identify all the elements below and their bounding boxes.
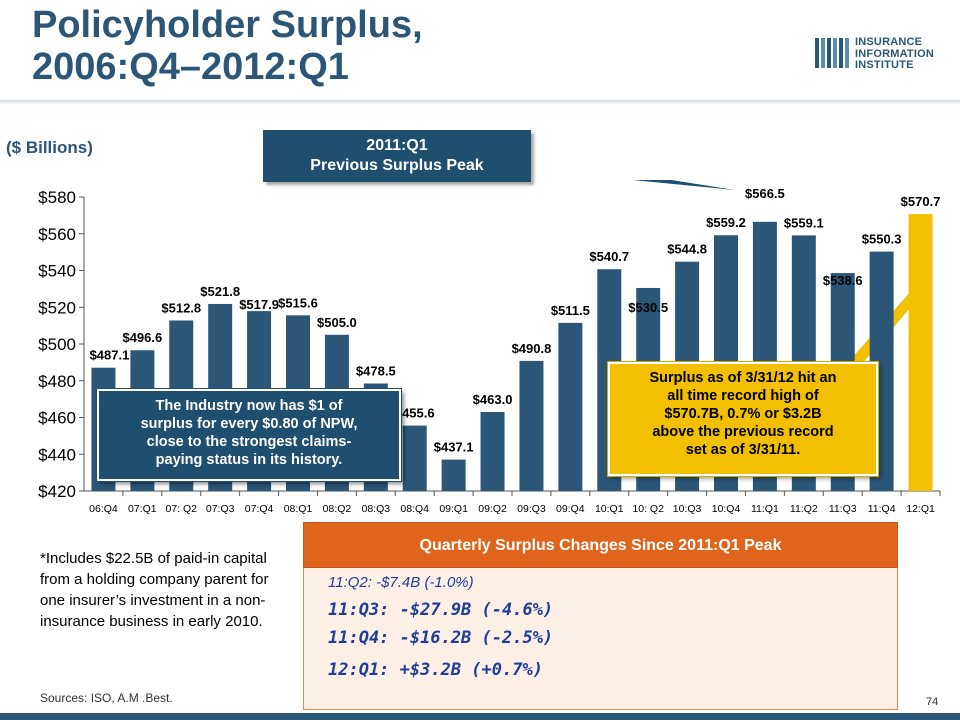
title-divider xyxy=(0,100,960,105)
data-label: $478.5 xyxy=(356,364,396,379)
data-label: $559.2 xyxy=(706,215,746,230)
data-label: $511.5 xyxy=(551,303,590,318)
data-label: $437.1 xyxy=(434,440,474,455)
data-label: $490.8 xyxy=(512,341,552,356)
page-title: Policyholder Surplus, 2006:Q4–2012:Q1 xyxy=(32,4,423,88)
logo-line: INSURANCE xyxy=(855,36,923,48)
x-tick-label: 10:Q1 xyxy=(595,503,624,515)
y-tick-label: $560 xyxy=(38,225,76,244)
change-item: 12:Q1: +$3.2B (+0.7%) xyxy=(328,660,543,680)
industry-callout: The Industry now has $1 of surplus for e… xyxy=(96,388,402,482)
title-line-1: Policyholder Surplus, xyxy=(32,4,423,46)
change-item: 11:Q3: -$27.9B (-4.6%) xyxy=(328,600,554,620)
y-tick-label: $520 xyxy=(38,298,76,317)
data-label: $544.8 xyxy=(667,242,707,257)
data-label: $463.0 xyxy=(473,392,513,407)
data-label: $550.3 xyxy=(862,232,902,247)
record-callout: Surplus as of 3/31/12 hit an all time re… xyxy=(607,361,879,477)
x-tick-label: 07:Q4 xyxy=(245,503,274,515)
y-tick-label: $580 xyxy=(38,188,76,207)
logo-mark-icon xyxy=(815,38,849,68)
data-label: $455.6 xyxy=(395,406,435,421)
bar xyxy=(558,322,583,491)
data-label: $512.8 xyxy=(161,300,201,315)
footnote: *Includes $22.5B of paid-in capital from… xyxy=(40,550,269,630)
data-label: $566.5 xyxy=(745,186,785,201)
peak-callout-line-2: Previous Surplus Peak xyxy=(310,157,484,174)
y-tick-label: $440 xyxy=(38,445,76,464)
record-callout-line: set as of 3/31/11. xyxy=(685,442,801,458)
bar xyxy=(908,214,933,491)
x-tick-label: 09:Q4 xyxy=(556,503,585,515)
bar xyxy=(519,360,544,491)
data-label: $517.9 xyxy=(239,297,279,312)
x-tick-label: 10:Q4 xyxy=(712,503,741,515)
bar xyxy=(480,411,505,491)
y-tick-label: $420 xyxy=(38,482,76,501)
data-label: $559.1 xyxy=(784,215,824,230)
industry-callout-line: close to the strongest claims- xyxy=(146,434,352,450)
industry-callout-line: The Industry now has $1 of xyxy=(155,398,343,414)
record-callout-line: Surplus as of 3/31/12 hit an xyxy=(649,370,837,386)
industry-callout-line: paying status in its history. xyxy=(155,452,343,468)
y-tick-label: $460 xyxy=(38,409,76,428)
change-item: 11:Q2: -$7.4B (-1.0%) xyxy=(328,574,474,591)
title-line-2: 2006:Q4–2012:Q1 xyxy=(32,46,349,88)
data-label: $540.7 xyxy=(589,249,629,264)
x-tick-label: 08:Q2 xyxy=(323,503,352,515)
page-number: 74 xyxy=(926,696,939,708)
x-tick-label: 06:Q4 xyxy=(89,503,118,515)
x-tick-label: 11:Q1 xyxy=(751,503,779,515)
x-tick-label: 08:Q3 xyxy=(362,503,391,515)
logo-text: INSURANCE INFORMATION INSTITUTE xyxy=(855,36,934,72)
x-tick-label: 09:Q2 xyxy=(478,503,507,515)
logo-line: INFORMATION xyxy=(855,47,934,60)
units-label: ($ Billions) xyxy=(6,138,93,157)
data-label: $505.0 xyxy=(317,315,357,330)
bar xyxy=(402,425,427,491)
record-callout-line: above the previous record xyxy=(652,424,834,440)
x-tick-label: 08:Q1 xyxy=(284,503,313,515)
data-label: $487.1 xyxy=(90,348,130,363)
data-label: $570.7 xyxy=(901,194,941,209)
x-tick-label: 11:Q3 xyxy=(829,503,857,515)
x-tick-label: 07: Q2 xyxy=(166,503,198,515)
peak-callout: 2011:Q1 Previous Surplus Peak xyxy=(263,130,531,182)
data-label: $521.8 xyxy=(200,284,240,299)
x-tick-label: 08:Q4 xyxy=(400,503,429,515)
x-tick-label: 11:Q4 xyxy=(868,503,896,515)
record-callout-line: all time record high of xyxy=(667,388,819,404)
data-label: $530.5 xyxy=(628,300,668,315)
x-tick-label: 07:Q3 xyxy=(206,503,235,515)
peak-callout-arrow xyxy=(632,180,735,190)
changes-panel: 11:Q2: -$7.4B (-1.0%) 11:Q3: -$27.9B (-4… xyxy=(303,568,898,710)
y-tick-label: $500 xyxy=(38,335,76,354)
industry-callout-line: surplus for every $0.80 of NPW, xyxy=(140,416,358,432)
change-item: 11:Q4: -$16.2B (-2.5%) xyxy=(328,628,554,648)
x-tick-label: 09:Q1 xyxy=(439,503,468,515)
x-tick-label: 10:Q3 xyxy=(673,503,702,515)
bottom-bar xyxy=(0,713,960,720)
iii-logo: INSURANCE INFORMATION INSTITUTE xyxy=(815,36,945,76)
x-tick-label: 12:Q1 xyxy=(906,503,935,515)
x-tick-label: 11:Q2 xyxy=(790,503,818,515)
x-tick-label: 07:Q1 xyxy=(128,503,157,515)
sources: Sources: ISO, A.M .Best. xyxy=(40,691,173,705)
x-tick-label: 10: Q2 xyxy=(632,503,664,515)
y-tick-label: $540 xyxy=(38,262,76,281)
data-label: $538.6 xyxy=(823,273,863,288)
logo-line: INSTITUTE xyxy=(855,59,914,71)
data-label: $496.6 xyxy=(122,330,162,345)
x-tick-label: 09:Q3 xyxy=(517,503,546,515)
y-tick-label: $480 xyxy=(38,372,76,391)
peak-callout-line-1: 2011:Q1 xyxy=(366,137,428,154)
changes-header: Quarterly Surplus Changes Since 2011:Q1 … xyxy=(303,522,898,568)
record-callout-line: $570.7B, 0.7% or $3.2B xyxy=(664,406,822,422)
bar xyxy=(441,459,466,491)
data-label: $515.6 xyxy=(278,295,318,310)
